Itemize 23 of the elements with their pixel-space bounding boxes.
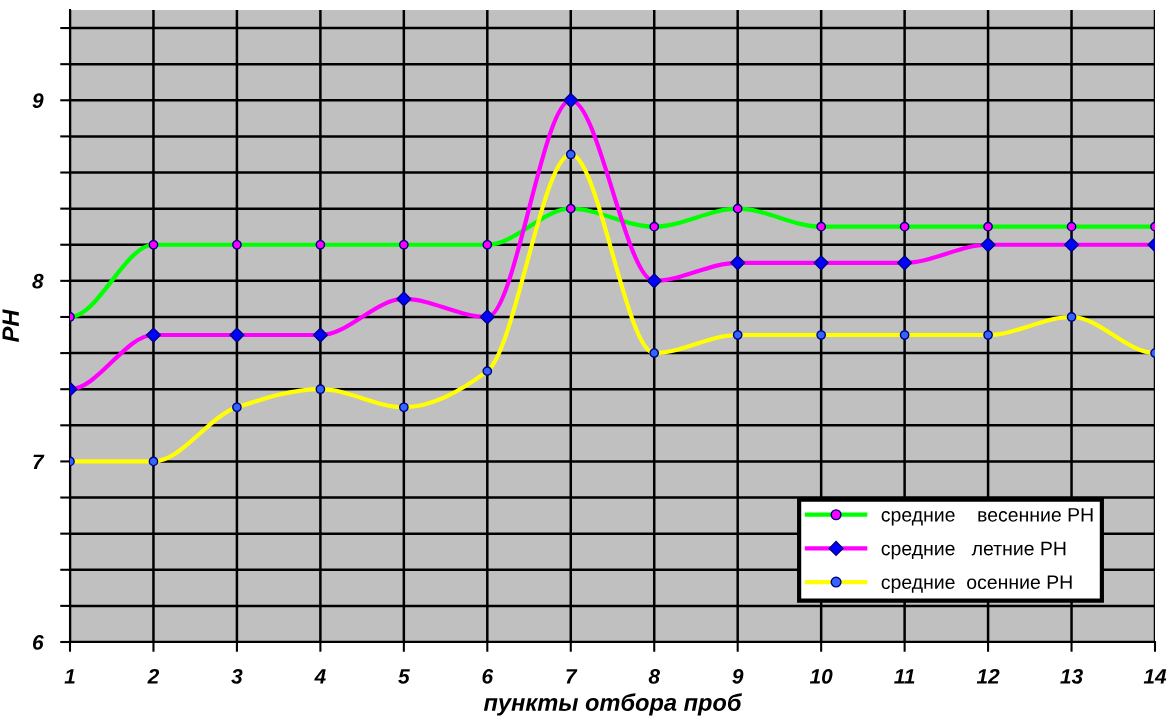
x-tick-label: 3 xyxy=(231,668,243,684)
legend-label: средние летние PH xyxy=(881,541,1066,560)
x-tick-label: 11 xyxy=(894,669,915,684)
x-tick-label: 8 xyxy=(648,668,660,684)
y-tick-label: 9 xyxy=(32,93,44,109)
x-tick-label: 12 xyxy=(976,668,1000,684)
x-tick-label: 9 xyxy=(732,668,744,684)
legend-label: средние осенние PH xyxy=(881,575,1072,593)
y-axis-title: PH xyxy=(2,309,19,342)
y-tick-label: 6 xyxy=(32,635,44,650)
x-tick-label: 6 xyxy=(482,668,494,684)
y-tick-label: 7 xyxy=(33,454,45,469)
x-axis-title: пункты отбора проб xyxy=(483,693,742,716)
legend-label: средние весенние PH xyxy=(881,508,1093,526)
x-tick-label: 2 xyxy=(147,668,160,684)
x-tick-label: 13 xyxy=(1060,668,1083,684)
x-tick-label: 5 xyxy=(398,669,410,684)
x-tick-label: 7 xyxy=(566,669,578,684)
x-tick-label: 1 xyxy=(64,669,75,684)
x-tick-label: 10 xyxy=(809,668,833,684)
x-tick-label: 4 xyxy=(314,669,326,684)
y-tick-label: 8 xyxy=(32,273,44,289)
x-tick-label: 14 xyxy=(1143,669,1167,684)
